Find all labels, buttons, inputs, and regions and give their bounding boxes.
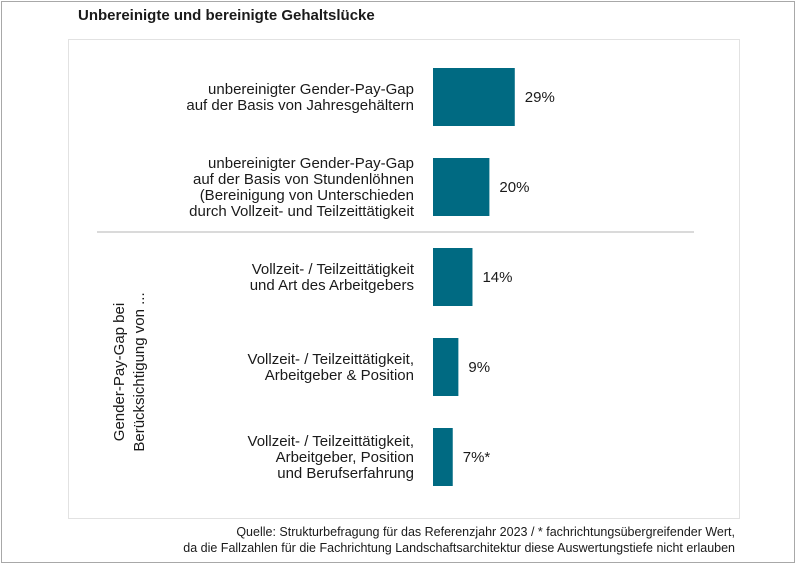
category-label-2-line-1: unbereinigter Gender-Pay-Gap bbox=[208, 155, 414, 172]
category-label-3-line-2: und Art des Arbeitgebers bbox=[250, 277, 414, 294]
group-label-line-1: Gender-Pay-Gap bei bbox=[111, 303, 128, 441]
value-label-4: 9% bbox=[468, 359, 490, 376]
value-label-2: 20% bbox=[499, 179, 529, 196]
category-label-5-line-2: Arbeitgeber, Position bbox=[276, 449, 414, 466]
bar-4 bbox=[433, 338, 459, 396]
source-line-1: Quelle: Strukturbefragung für das Refere… bbox=[236, 525, 735, 539]
category-label-1-line-2: auf der Basis von Jahresgehältern bbox=[186, 97, 414, 114]
group-label: Gender-Pay-Gap bei Berücksichtigung von .… bbox=[111, 292, 148, 451]
bar-5 bbox=[433, 428, 453, 486]
source-note: Quelle: Strukturbefragung für das Refere… bbox=[35, 524, 735, 556]
bar-3 bbox=[433, 248, 473, 306]
category-label-4-line-1: Vollzeit- / Teilzeittätigkeit, bbox=[248, 351, 414, 368]
category-label-2-line-3: (Bereinigung von Unterschieden bbox=[200, 187, 414, 204]
category-label-5-line-1: Vollzeit- / Teilzeittätigkeit, bbox=[248, 433, 414, 450]
bar-2 bbox=[433, 158, 490, 216]
chart-title: Unbereinigte und bereinigte Gehaltslücke bbox=[78, 7, 375, 24]
category-label-1-line-1: unbereinigter Gender-Pay-Gap bbox=[208, 81, 414, 98]
value-label-1: 29% bbox=[525, 89, 555, 106]
plot-panel bbox=[68, 39, 740, 519]
category-label-5-line-3: und Berufserfahrung bbox=[277, 465, 414, 482]
value-label-5: 7%* bbox=[463, 449, 491, 466]
category-label-2-line-4: durch Vollzeit- und Teilzeittätigkeit bbox=[189, 203, 415, 220]
group-label-line-2: Berücksichtigung von ... bbox=[131, 292, 148, 451]
source-line-2: da die Fallzahlen für die Fachrichtung L… bbox=[183, 541, 735, 555]
category-label-2-line-2: auf der Basis von Stundenlöhnen bbox=[193, 171, 414, 188]
bar-1 bbox=[433, 68, 515, 126]
value-label-3: 14% bbox=[482, 269, 512, 286]
category-label-4-line-2: Arbeitgeber & Position bbox=[265, 367, 414, 384]
category-label-3-line-1: Vollzeit- / Teilzeittätigkeit bbox=[252, 261, 415, 278]
